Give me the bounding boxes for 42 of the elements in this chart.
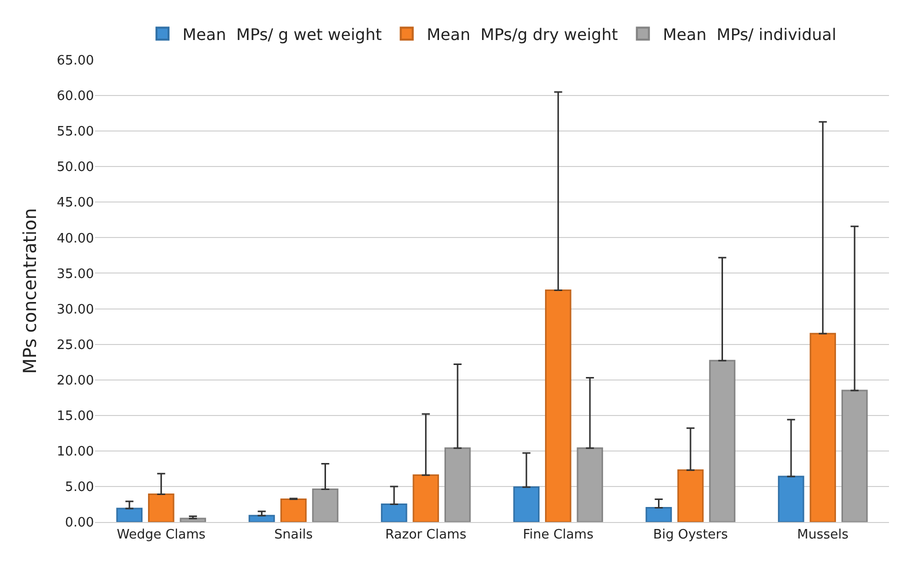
y-tick-label: 0.00 (65, 516, 94, 531)
bar (380, 503, 408, 522)
bar (412, 474, 439, 522)
bar (677, 469, 704, 522)
y-tick-label: 40.00 (56, 231, 94, 246)
legend-label: Mean MPs/g dry weight (426, 24, 618, 44)
x-tick-label: Wedge Clams (116, 528, 206, 543)
y-tick-label: 30.00 (56, 302, 94, 318)
bar (513, 486, 540, 522)
x-tick-label: Big Oysters (653, 528, 728, 543)
bar (646, 507, 672, 522)
y-tick-label: 20.00 (56, 373, 94, 388)
x-tick-label: Razor Clams (385, 528, 467, 543)
x-tick-label: Mussels (797, 528, 849, 543)
bar (312, 488, 338, 522)
bar (180, 518, 206, 522)
bar (576, 447, 604, 522)
y-tick-label: 55.00 (56, 124, 94, 140)
bar (280, 498, 307, 522)
x-tick-label: Fine Clams (522, 528, 594, 543)
bar (116, 508, 143, 522)
legend-label: Mean MPs/ g wet weight (182, 24, 382, 44)
y-tick-label: 45.00 (56, 196, 94, 211)
y-tick-label: 35.00 (56, 266, 94, 282)
x-tick-label: Snails (274, 528, 313, 543)
y-tick-label: 10.00 (56, 444, 94, 460)
y-tick-label: 15.00 (56, 408, 94, 424)
legend-label: Mean MPs/ individual (662, 24, 836, 44)
bar (709, 360, 736, 522)
y-tick-label: 60.00 (56, 89, 94, 104)
y-tick-label: 50.00 (56, 160, 94, 176)
bar (841, 390, 868, 522)
bar (248, 514, 275, 522)
bar (810, 332, 836, 522)
y-tick-label: 5.00 (65, 480, 94, 496)
y-axis-title: MPs concentration (20, 208, 41, 374)
bar (778, 476, 804, 522)
bar (148, 494, 174, 522)
y-tick-label: 65.00 (56, 54, 94, 69)
bar (444, 447, 471, 522)
bar (545, 290, 572, 522)
y-tick-label: 25.00 (56, 338, 94, 353)
